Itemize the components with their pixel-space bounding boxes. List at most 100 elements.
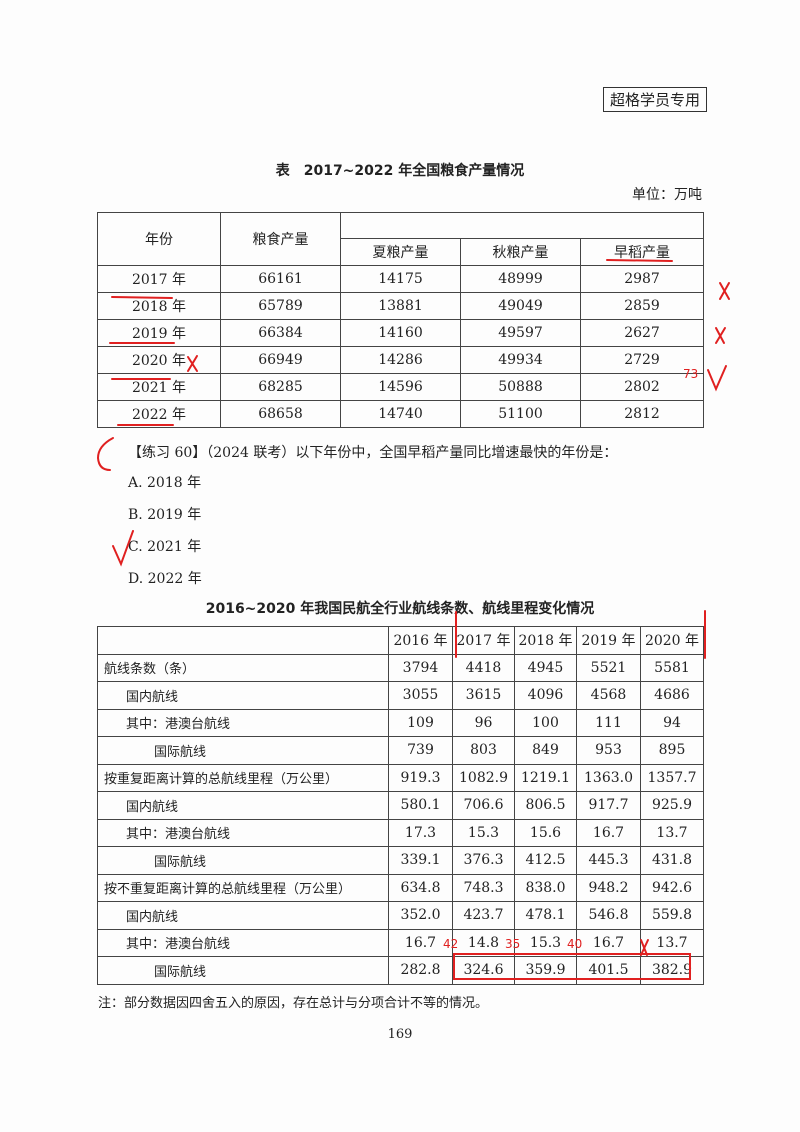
table-cell: 806.5: [514, 791, 577, 820]
option-a[interactable]: A. 2018 年: [128, 475, 202, 491]
table-cell: 109: [388, 708, 453, 737]
table-cell: 2017 年: [97, 265, 221, 293]
row-label: 国际航线: [97, 736, 389, 765]
table-cell: 50888: [460, 373, 581, 401]
table-cell: 942.6: [640, 873, 704, 902]
option-c[interactable]: C. 2021 年: [128, 539, 202, 555]
table-cell: 14175: [340, 265, 461, 293]
table-cell: 5581: [640, 653, 704, 682]
table-row: 2018 年 65789 13881 49049 2859: [97, 292, 705, 320]
table-cell: 15.6: [514, 818, 577, 847]
table-cell: 401.5: [576, 956, 641, 985]
table-cell: 838.0: [514, 873, 577, 902]
row-label: 其中：港澳台航线: [97, 708, 389, 737]
table-cell: 111: [576, 708, 641, 737]
table-cell: 634.8: [388, 873, 453, 902]
table-cell: 49597: [460, 319, 581, 347]
table-cell: 953: [576, 736, 641, 765]
table-cell: 478.1: [514, 901, 577, 930]
table-row: 国际航线 339.1 376.3 412.5 445.3 431.8: [97, 846, 704, 875]
table-cell: 15.3: [514, 928, 577, 957]
header-total: 粮食产量: [220, 212, 341, 266]
table-row: 其中：港澳台航线 109 96 100 111 94: [97, 708, 704, 737]
table-cell: 803: [452, 736, 515, 765]
table1-title: 表 2017~2022 年全国粮食产量情况: [275, 163, 525, 179]
table-cell: 2987: [579, 265, 705, 293]
table-cell: 3615: [452, 681, 515, 710]
header-year: 年份: [97, 212, 221, 266]
table-cell: 13.7: [640, 928, 704, 957]
table-cell: 14160: [340, 319, 461, 347]
table-cell: 546.8: [576, 901, 641, 930]
table-row: 2017 年 66161 14175 48999 2987: [97, 265, 705, 293]
table-cell: 48999: [460, 265, 581, 293]
table-cell: 559.8: [640, 901, 704, 930]
table-cell: 2627: [579, 319, 705, 347]
table-cell: 2018 年: [97, 292, 221, 320]
table-cell: 14286: [340, 346, 461, 374]
grain-production-table: 年份 粮食产量 夏粮产量 秋粮产量 早稻产量 2017 年 66161 14175 4…: [97, 212, 705, 428]
table1-unit: 单位：万吨: [632, 187, 702, 203]
table-cell: 66949: [220, 346, 341, 374]
check-right-icon: [707, 365, 727, 392]
table-row: 国内航线 580.1 706.6 806.5 917.7 925.9: [97, 791, 704, 820]
row-label: 按不重复距离计算的总航线里程（万公里）: [97, 873, 389, 902]
table-cell: 849: [514, 736, 577, 765]
row-label: 国内航线: [97, 791, 389, 820]
table-cell: 376.3: [452, 846, 515, 875]
header-spacer: [339, 212, 705, 239]
row-label: 国际航线: [97, 846, 389, 875]
table-cell: 282.8: [388, 956, 453, 985]
table-cell: 14.8: [452, 928, 515, 957]
table-cell: 919.3: [388, 763, 453, 792]
table-row: 国际航线 282.8 324.6 359.9 401.5 382.9: [97, 956, 704, 985]
table-cell: 2020 年: [97, 346, 221, 374]
table-cell: 948.2: [576, 873, 641, 902]
table-cell: 66161: [220, 265, 341, 293]
table2-note: 注：部分数据因四舍五入的原因，存在总计与分项合计不等的情况。: [98, 996, 489, 1011]
table-cell: 580.1: [388, 791, 453, 820]
option-d[interactable]: D. 2022 年: [128, 571, 202, 587]
table-cell: 68658: [220, 400, 341, 428]
header-year: 2019 年: [576, 626, 641, 655]
table-row: 按不重复距离计算的总航线里程（万公里） 634.8 748.3 838.0 948.2 9…: [97, 873, 704, 902]
table-cell: 412.5: [514, 846, 577, 875]
table-cell: 324.6: [452, 956, 515, 985]
table-cell: 706.6: [452, 791, 515, 820]
table-row: 国内航线 3055 3615 4096 4568 4686: [97, 681, 704, 710]
table-cell: 4096: [514, 681, 577, 710]
table-cell: 14596: [340, 373, 461, 401]
option-b[interactable]: B. 2019 年: [128, 507, 202, 523]
row-label: 国际航线: [97, 956, 389, 985]
table-cell: 3794: [388, 653, 453, 682]
header-empty: [97, 626, 389, 655]
table-cell: 16.7: [576, 928, 641, 957]
table-row: 其中：港澳台航线 16.7 14.8 15.3 16.7 13.7: [97, 928, 704, 957]
table-cell: 2019 年: [97, 319, 221, 347]
table2-title: 2016~2020 年我国民航全行业航线条数、航线里程变化情况: [205, 601, 595, 617]
table-cell: 5521: [576, 653, 641, 682]
cross-right-1-icon: [719, 282, 730, 300]
table-cell: 96: [452, 708, 515, 737]
header-year: 2018 年: [514, 626, 577, 655]
table-cell: 16.7: [388, 928, 453, 957]
table-cell: 16.7: [576, 818, 641, 847]
header-summer: 夏粮产量: [340, 238, 461, 266]
cross-right-2-icon: [715, 327, 726, 344]
table-cell: 917.7: [576, 791, 641, 820]
table-cell: 68285: [220, 373, 341, 401]
table-cell: 49049: [460, 292, 581, 320]
table-cell: 423.7: [452, 901, 515, 930]
table-cell: 3055: [388, 681, 453, 710]
table-cell: 739: [388, 736, 453, 765]
table-row: 2020 年 66949 14286 49934 2729: [97, 346, 705, 374]
table-cell: 2812: [579, 400, 705, 428]
table-cell: 382.9: [640, 956, 704, 985]
header-year: 2016 年: [388, 626, 453, 655]
table-cell: 1219.1: [514, 763, 577, 792]
row-label: 其中：港澳台航线: [97, 818, 389, 847]
table-cell: 51100: [460, 400, 581, 428]
table-cell: 1357.7: [640, 763, 704, 792]
table-cell: 359.9: [514, 956, 577, 985]
page-number: 169: [387, 1027, 413, 1042]
